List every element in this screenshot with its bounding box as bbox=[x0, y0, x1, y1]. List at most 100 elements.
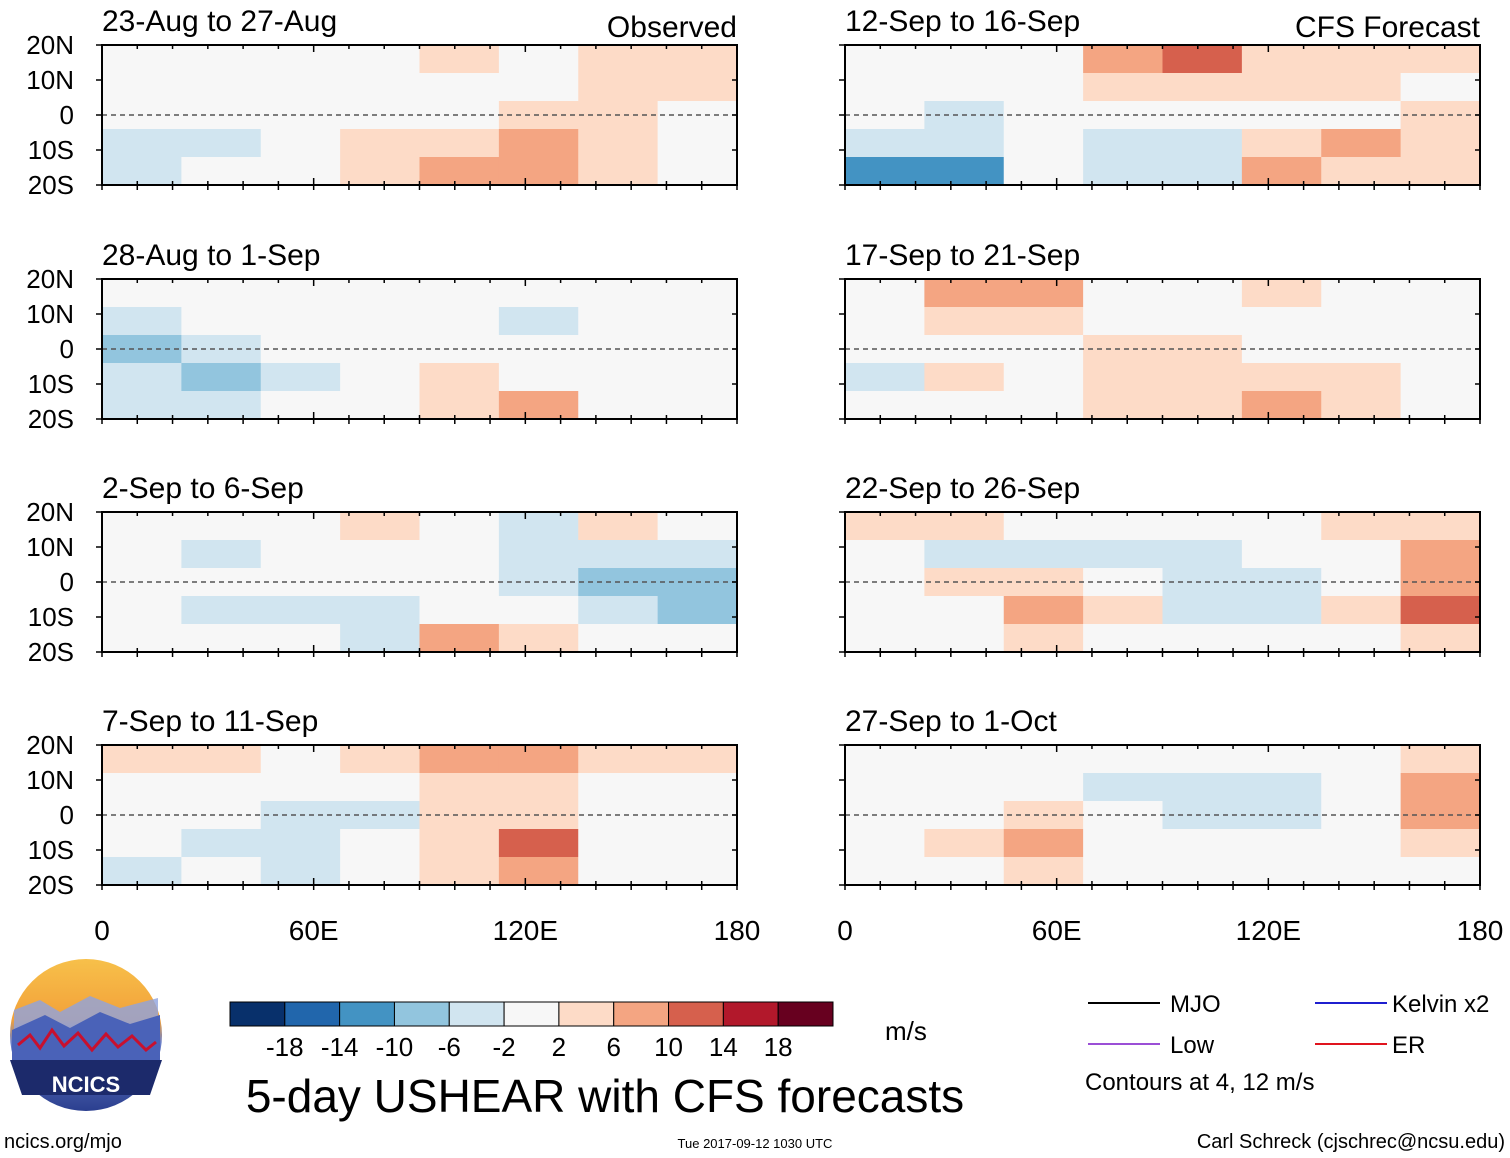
panel-period-title: 2-Sep to 6-Sep bbox=[102, 472, 304, 505]
heat-cell bbox=[1083, 745, 1164, 774]
heat-cell bbox=[419, 307, 500, 336]
heat-cell bbox=[102, 857, 182, 886]
legend-label: MJO bbox=[1170, 991, 1221, 1018]
heat-cell bbox=[1241, 279, 1322, 308]
heat-cell bbox=[1321, 391, 1402, 420]
heat-cell bbox=[340, 335, 421, 364]
heat-cell bbox=[924, 624, 1005, 653]
heat-cell bbox=[1400, 829, 1481, 858]
heat-cell bbox=[924, 363, 1005, 392]
y-tick-label: 10N bbox=[26, 65, 74, 95]
colorbar-label: 6 bbox=[606, 1032, 620, 1062]
x-tick-label: 0 bbox=[837, 915, 853, 946]
heat-cell bbox=[498, 307, 579, 336]
heat-cell bbox=[1321, 773, 1402, 802]
map-panel: 12-Sep to 16-Sep bbox=[839, 5, 1481, 190]
heat-cell bbox=[340, 363, 421, 392]
heat-cell bbox=[102, 512, 182, 541]
colorbar-swatch bbox=[613, 1001, 670, 1027]
heat-cell bbox=[578, 307, 659, 336]
footer-timestamp: Tue 2017-09-12 1030 UTC bbox=[678, 1136, 833, 1151]
heat-cell bbox=[102, 307, 182, 336]
heat-cell bbox=[102, 745, 182, 774]
heat-cell bbox=[657, 363, 738, 392]
heat-cell bbox=[1162, 829, 1243, 858]
heat-cell bbox=[1321, 829, 1402, 858]
heat-cell bbox=[1083, 335, 1164, 364]
heat-cell bbox=[340, 73, 421, 102]
colorbar-label: -6 bbox=[438, 1032, 461, 1062]
heat-cell bbox=[181, 73, 262, 102]
map-panel: 20N 10N 0 10S 20S 7-Sep to 11-Sep bbox=[26, 705, 738, 900]
heat-cell bbox=[1003, 829, 1084, 858]
heat-cell bbox=[498, 391, 579, 420]
heat-cell bbox=[340, 829, 421, 858]
heat-cell bbox=[1083, 568, 1164, 597]
heat-cell bbox=[419, 745, 500, 774]
y-tick-label: 20N bbox=[26, 730, 74, 760]
heat-cell bbox=[924, 857, 1005, 886]
heat-cell bbox=[657, 129, 738, 158]
heat-cell bbox=[1321, 279, 1402, 308]
panel-period-title: 17-Sep to 21-Sep bbox=[845, 239, 1080, 272]
colorbar-label: 10 bbox=[654, 1032, 683, 1062]
heat-cell bbox=[657, 540, 738, 569]
heat-cell bbox=[1241, 157, 1322, 186]
heat-cell bbox=[657, 45, 738, 74]
heat-cell bbox=[1162, 391, 1243, 420]
panel-period-title: 23-Aug to 27-Aug bbox=[102, 5, 337, 38]
colorbar-swatch bbox=[229, 1001, 286, 1027]
heat-cell bbox=[181, 857, 262, 886]
heat-cell bbox=[498, 773, 579, 802]
colorbar-swatch bbox=[722, 1001, 779, 1027]
heat-cell bbox=[260, 363, 341, 392]
heat-cell bbox=[845, 391, 925, 420]
heat-cell bbox=[1003, 45, 1084, 74]
heat-cell bbox=[260, 624, 341, 653]
panel-period-title: 28-Aug to 1-Sep bbox=[102, 239, 320, 272]
heat-cell bbox=[260, 279, 341, 308]
heat-cell bbox=[845, 157, 925, 186]
heat-cell bbox=[1241, 596, 1322, 625]
heat-cell bbox=[419, 279, 500, 308]
heat-cell bbox=[340, 773, 421, 802]
y-tick-label: 10S bbox=[28, 602, 74, 632]
heat-cell bbox=[1083, 829, 1164, 858]
y-tick-label: 20N bbox=[26, 497, 74, 527]
heat-cell bbox=[1162, 568, 1243, 597]
figure-title: 5-day USHEAR with CFS forecasts bbox=[246, 1070, 964, 1122]
heat-cell bbox=[1003, 73, 1084, 102]
map-panel: 20N 10N 0 10S 20S 23-Aug to 27-Aug bbox=[26, 5, 738, 200]
heat-cell bbox=[102, 391, 182, 420]
heat-cell bbox=[181, 279, 262, 308]
heat-cell bbox=[1162, 73, 1243, 102]
heat-cell bbox=[1083, 391, 1164, 420]
heat-cell bbox=[1003, 773, 1084, 802]
heat-cell bbox=[102, 773, 182, 802]
heat-cell bbox=[340, 745, 421, 774]
panel-period-title: 12-Sep to 16-Sep bbox=[845, 5, 1080, 38]
heat-cell bbox=[1083, 129, 1164, 158]
panel-period-title: 27-Sep to 1-Oct bbox=[845, 705, 1057, 738]
heat-cell bbox=[181, 540, 262, 569]
heat-cell bbox=[1321, 540, 1402, 569]
heat-cell bbox=[340, 512, 421, 541]
heat-cell bbox=[1083, 307, 1164, 336]
y-tick-label: 10N bbox=[26, 532, 74, 562]
heat-cell bbox=[1400, 857, 1481, 886]
heat-cell bbox=[498, 363, 579, 392]
footer-credit: Carl Schreck (cjschrec@ncsu.edu) bbox=[1197, 1131, 1505, 1153]
y-tick-label: 10N bbox=[26, 299, 74, 329]
heat-cell bbox=[1003, 279, 1084, 308]
heat-cell bbox=[181, 157, 262, 186]
heat-cell bbox=[260, 596, 341, 625]
heat-cell bbox=[845, 745, 925, 774]
heat-cell bbox=[1321, 596, 1402, 625]
heat-cell bbox=[340, 801, 421, 830]
heat-cell bbox=[498, 745, 579, 774]
panel-period-title: 7-Sep to 11-Sep bbox=[102, 705, 318, 738]
heat-cell bbox=[260, 73, 341, 102]
heat-cell bbox=[1321, 857, 1402, 886]
heat-cell bbox=[1162, 624, 1243, 653]
heat-cell bbox=[1400, 596, 1481, 625]
